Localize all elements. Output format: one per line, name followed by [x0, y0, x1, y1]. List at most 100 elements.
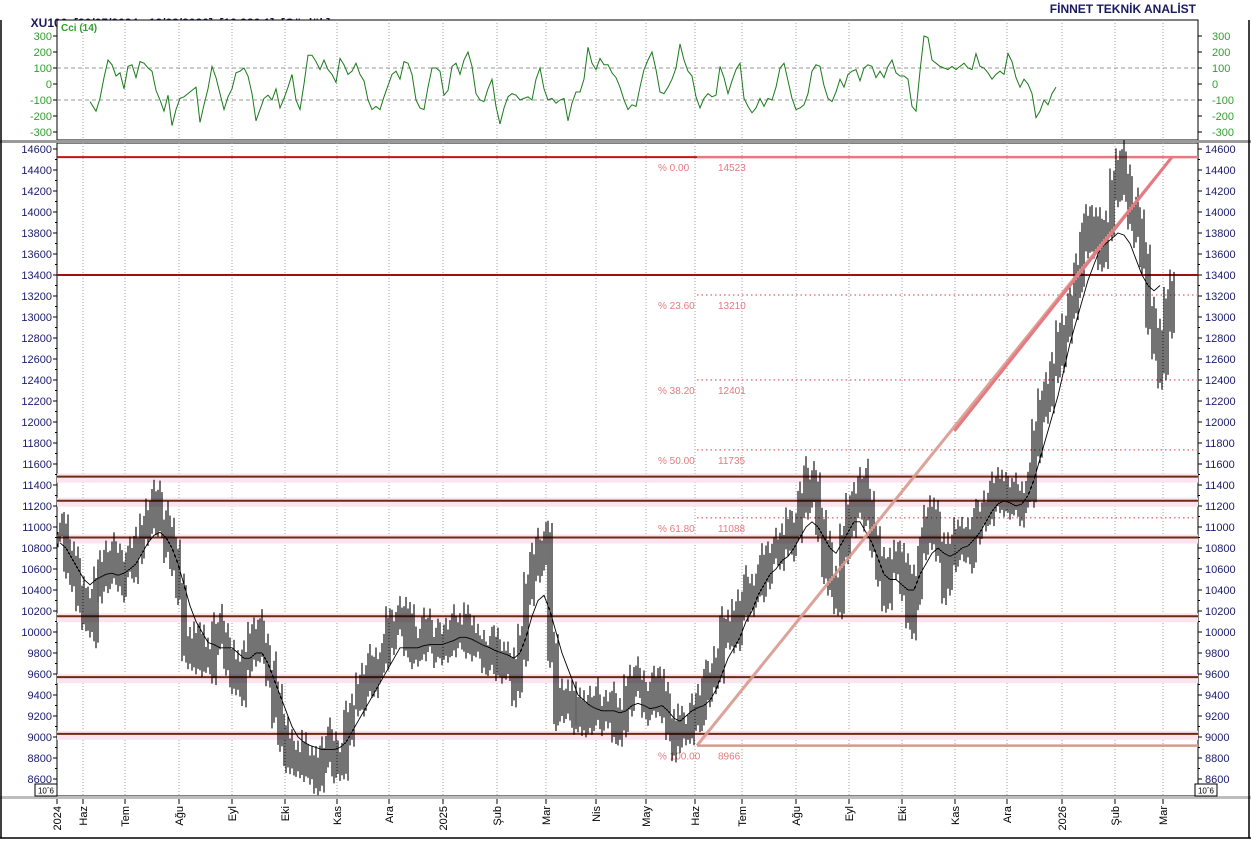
x-tick-label: Mar [541, 806, 553, 825]
svg-text:% 0.00: % 0.00 [658, 163, 690, 174]
svg-text:14200: 14200 [21, 186, 52, 198]
svg-text:11200: 11200 [22, 501, 52, 513]
svg-text:13800: 13800 [1205, 228, 1236, 240]
svg-text:11600: 11600 [1205, 459, 1235, 471]
x-tick-label: Ağu [791, 806, 803, 826]
svg-text:14000: 14000 [1205, 207, 1236, 219]
svg-text:-200: -200 [30, 111, 52, 123]
svg-text:11600: 11600 [22, 459, 52, 471]
svg-text:12600: 12600 [1205, 354, 1236, 366]
x-tick-label: 2026 [1057, 806, 1069, 830]
svg-text:200: 200 [1212, 47, 1230, 59]
x-axis: 2024 Haz Tem Ağu Eyl Eki Kas Ara 2025 Şub Mar Nis Ma… [52, 799, 1170, 830]
svg-text:14600: 14600 [21, 144, 52, 156]
price-panel: 14600 14600 14400 14400 14200 14200 14000 14000… [21, 140, 1236, 797]
svg-text:12800: 12800 [1205, 333, 1236, 345]
x-tick-label: Haz [78, 806, 90, 826]
svg-text:9800: 9800 [1205, 648, 1229, 660]
svg-text:13200: 13200 [1205, 291, 1236, 303]
svg-text:11000: 11000 [22, 522, 52, 534]
svg-text:10600: 10600 [1205, 564, 1236, 576]
svg-text:0: 0 [46, 79, 52, 91]
svg-text:12000: 12000 [21, 417, 52, 429]
svg-text:0: 0 [1212, 79, 1218, 91]
svg-text:11800: 11800 [1205, 438, 1235, 450]
svg-text:Cci (14): Cci (14) [61, 23, 97, 34]
svg-text:-200: -200 [1212, 111, 1234, 123]
svg-text:% 50.00: % 50.00 [658, 456, 695, 467]
svg-text:9400: 9400 [1205, 690, 1229, 702]
svg-text:9400: 9400 [28, 690, 52, 702]
svg-text:11400: 11400 [22, 480, 52, 492]
svg-text:14200: 14200 [1205, 186, 1236, 198]
svg-text:10600: 10600 [21, 564, 52, 576]
svg-text:10000: 10000 [21, 627, 52, 639]
svg-text:12800: 12800 [21, 333, 52, 345]
svg-text:10ˆ6: 10ˆ6 [38, 787, 55, 796]
svg-text:12000: 12000 [1205, 417, 1236, 429]
svg-text:200: 200 [34, 47, 52, 59]
svg-text:12600: 12600 [21, 354, 52, 366]
svg-text:9600: 9600 [1205, 669, 1229, 681]
svg-text:300: 300 [34, 31, 52, 43]
svg-text:9800: 9800 [28, 648, 52, 660]
x-tick-label: 2024 [52, 806, 64, 830]
x-tick-label: Eyl [227, 806, 239, 821]
svg-text:14400: 14400 [1205, 165, 1236, 177]
svg-text:13400: 13400 [1205, 270, 1236, 282]
x-tick-label: 2025 [438, 806, 450, 830]
x-tick-label: Kas [332, 806, 344, 825]
svg-text:10200: 10200 [21, 606, 52, 618]
svg-text:10400: 10400 [21, 585, 52, 597]
svg-text:11088: 11088 [718, 524, 746, 535]
svg-text:14523: 14523 [718, 163, 746, 174]
svg-text:13200: 13200 [21, 291, 52, 303]
svg-text:13000: 13000 [21, 312, 52, 324]
svg-text:10200: 10200 [1205, 606, 1236, 618]
x-tick-label: Haz [690, 806, 702, 826]
svg-text:9000: 9000 [28, 732, 52, 744]
svg-text:% 38.20: % 38.20 [658, 386, 695, 397]
svg-text:% 61.80: % 61.80 [658, 524, 695, 535]
svg-text:9000: 9000 [1205, 732, 1229, 744]
svg-text:-300: -300 [1212, 127, 1234, 139]
svg-text:9600: 9600 [28, 669, 52, 681]
x-tick-label: Ağu [174, 806, 186, 826]
svg-text:10000: 10000 [1205, 627, 1236, 639]
svg-text:12401: 12401 [718, 386, 746, 397]
x-tick-label: Kas [950, 806, 962, 825]
svg-text:11735: 11735 [718, 456, 746, 467]
svg-text:300: 300 [1212, 31, 1230, 43]
svg-text:10800: 10800 [1205, 543, 1236, 555]
svg-text:8966: 8966 [718, 752, 741, 763]
svg-text:% 100.00: % 100.00 [658, 752, 701, 763]
svg-text:11000: 11000 [1205, 522, 1235, 534]
x-tick-label: Nis [591, 806, 603, 822]
x-tick-label: Eki [280, 806, 292, 821]
svg-text:-100: -100 [30, 95, 52, 107]
svg-text:11800: 11800 [22, 438, 52, 450]
x-tick-label: Ara [384, 805, 396, 823]
svg-text:14400: 14400 [21, 165, 52, 177]
x-tick-label: Tem [120, 806, 132, 827]
svg-text:8800: 8800 [1205, 753, 1229, 765]
svg-text:8600: 8600 [28, 774, 52, 786]
svg-text:9200: 9200 [1205, 711, 1229, 723]
svg-text:-300: -300 [30, 127, 52, 139]
svg-text:12400: 12400 [1205, 375, 1236, 387]
brand-label: FİNNET TEKNİK ANALİST [1049, 2, 1196, 16]
cci-panel: Cci (14) 300 300 200 200 100 100 0 0 -100 -100 -200… [30, 23, 1234, 139]
x-tick-label: Şub [492, 806, 504, 826]
svg-text:9200: 9200 [28, 711, 52, 723]
x-tick-label: Tem [737, 806, 749, 827]
x-tick-label: Şub [1110, 806, 1122, 826]
svg-text:12200: 12200 [21, 396, 52, 408]
svg-text:10ˆ6: 10ˆ6 [1198, 787, 1215, 796]
svg-text:10800: 10800 [21, 543, 52, 555]
x-tick-label: Ara [1002, 805, 1014, 823]
svg-text:13600: 13600 [1205, 249, 1236, 261]
svg-text:13600: 13600 [21, 249, 52, 261]
svg-text:8800: 8800 [28, 753, 52, 765]
svg-text:% 23.60: % 23.60 [658, 301, 695, 312]
